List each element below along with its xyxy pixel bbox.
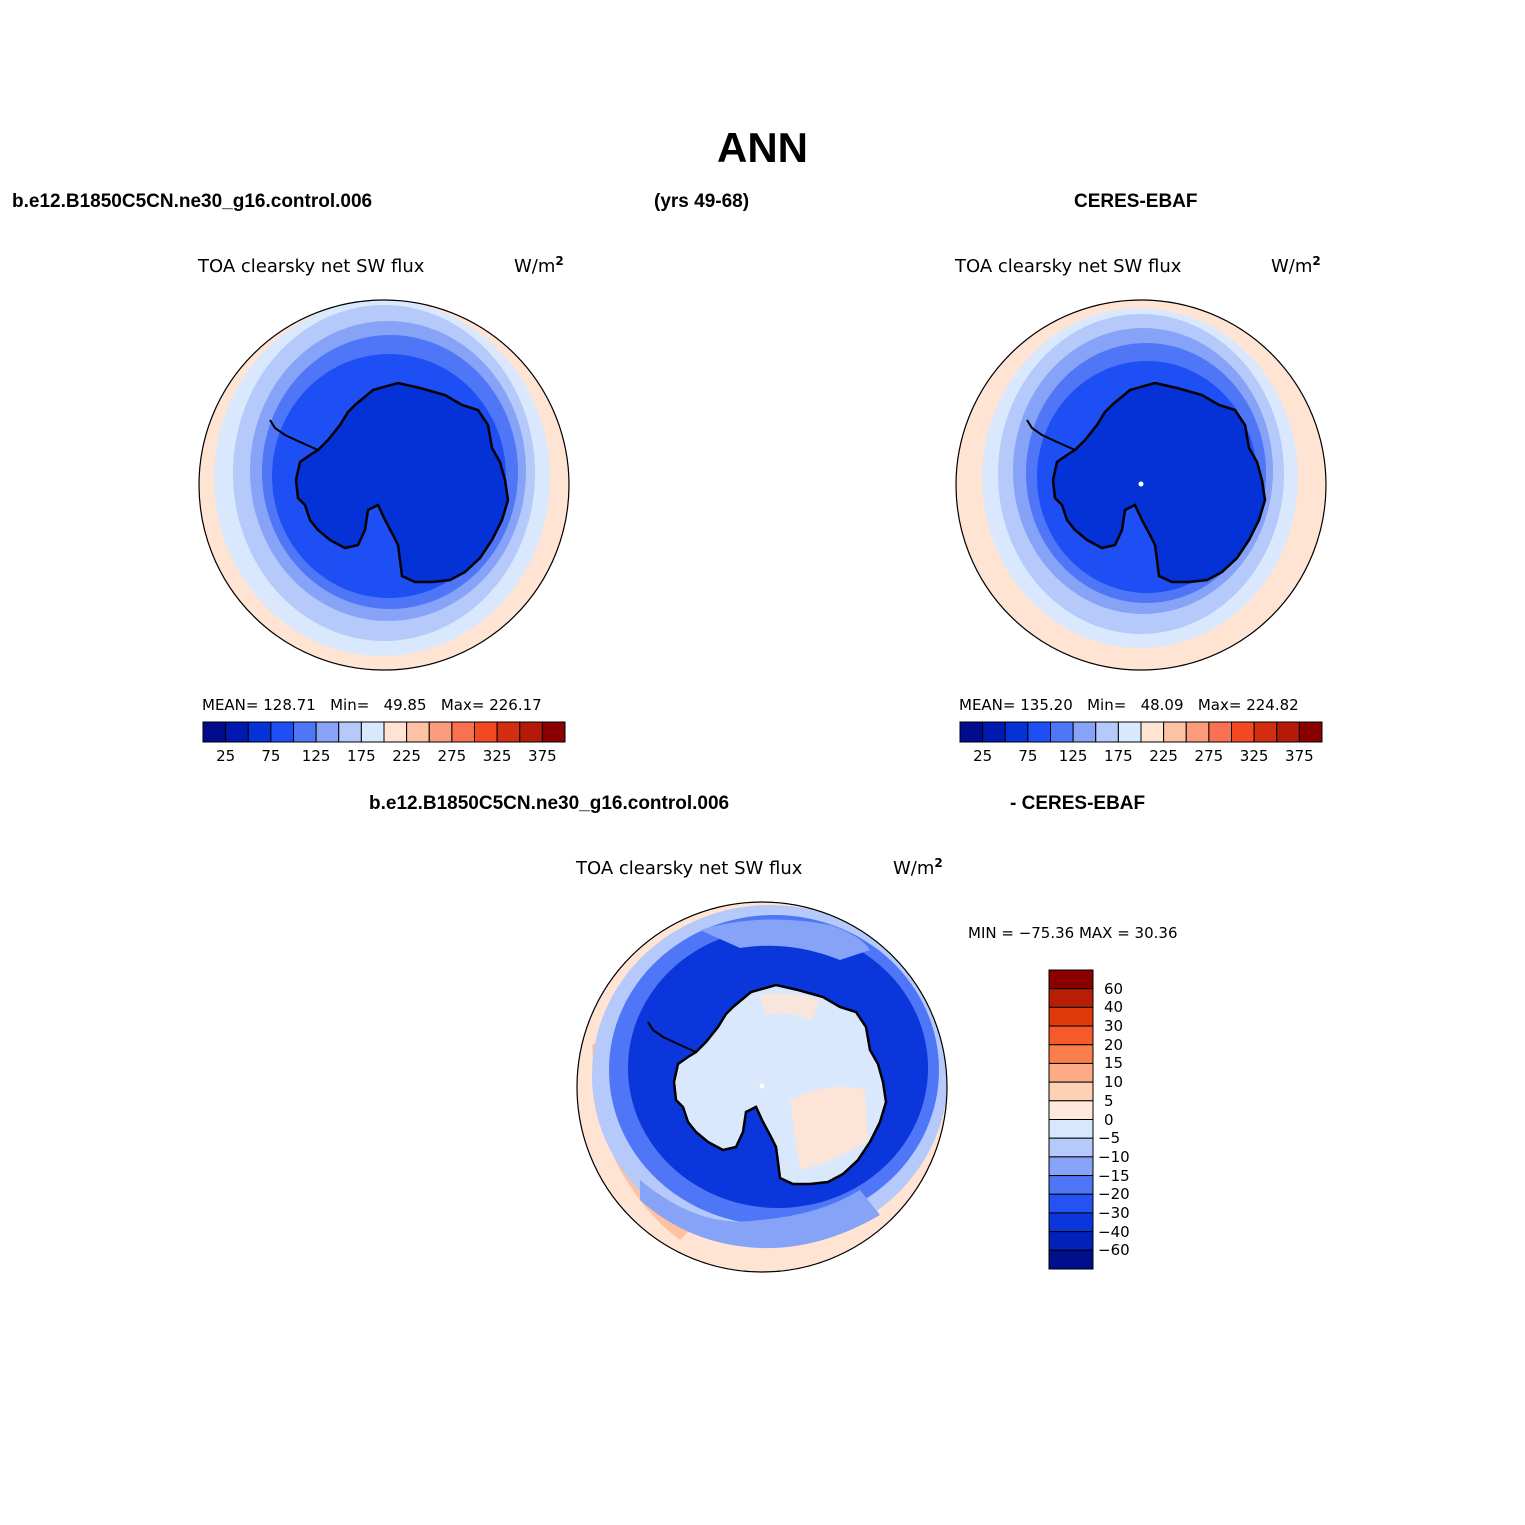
model-colorbar-tick-label: 75	[261, 747, 281, 765]
obs-colorbar-tick-label: 25	[973, 747, 993, 765]
main-title: ANN	[717, 124, 808, 171]
obs-colorbar-tick-label: 175	[1104, 747, 1133, 765]
obs-panel-title: TOA clearsky net SW flux	[955, 256, 1182, 277]
model-colorbar	[202, 721, 566, 743]
diff-colorbar-box	[1048, 1025, 1094, 1046]
obs-name-header: CERES-EBAF	[1074, 191, 1198, 212]
obs-colorbar-tick-label: 75	[1018, 747, 1038, 765]
diff-colorbar-box	[1048, 1193, 1094, 1214]
obs-colorbar-tick-label: 125	[1058, 747, 1088, 765]
diff-case-header: b.e12.B1850C5CN.ne30_g16.control.006	[369, 793, 730, 814]
obs-panel-units: W/m2	[1271, 254, 1321, 277]
case-name-header: b.e12.B1850C5CN.ne30_g16.control.006	[12, 191, 373, 212]
diff-colorbar-tick-label: 0	[1104, 1110, 1114, 1129]
model-colorbar-box	[541, 721, 566, 743]
diff-colorbar-box	[1048, 988, 1094, 1008]
diff-colorbar-box	[1048, 1100, 1094, 1120]
obs-colorbar-tick-label: 225	[1149, 747, 1178, 765]
diff-colorbar-tick-label: 15	[1104, 1054, 1124, 1073]
diff-colorbar-tick-label: −10	[1098, 1147, 1130, 1166]
antarctica-outline	[1051, 381, 1267, 584]
diff-colorbar-box	[1048, 1231, 1094, 1251]
diff-colorbar-box	[1048, 1119, 1094, 1139]
diff-colorbar-box	[1048, 1249, 1094, 1270]
diff-colorbar-box	[1048, 1156, 1094, 1177]
diff-colorbar-tick-label: −15	[1098, 1166, 1130, 1185]
diff-colorbar-tick-label: 40	[1104, 998, 1124, 1017]
obs-stats: MEAN= 135.20 Min= 48.09 Max= 224.82	[959, 696, 1299, 714]
model-colorbar-tick-label: 375	[528, 747, 557, 765]
diff-colorbar-box	[1048, 1175, 1094, 1195]
diff-colorbar-box	[1048, 1006, 1094, 1027]
model-colorbar-tick-label: 25	[216, 747, 236, 765]
antarctica-outline	[294, 381, 510, 584]
diff-colorbar-tick-label: −40	[1098, 1222, 1130, 1241]
model-colorbar-tick-label: 225	[392, 747, 421, 765]
diff-colorbar-tick-label: 60	[1104, 979, 1124, 998]
model-colorbar-tick-label: 175	[347, 747, 376, 765]
obs-colorbar	[959, 721, 1323, 743]
model-colorbar-tick-label: 275	[437, 747, 467, 765]
diff-colorbar-tick-label: −30	[1098, 1203, 1130, 1222]
diff-colorbar-box	[1048, 969, 1094, 990]
diff-colorbar-box	[1048, 1062, 1094, 1083]
model-panel-units: W/m2	[514, 254, 564, 277]
obs-colorbar-tick-label: 275	[1194, 747, 1224, 765]
diff-colorbar-box	[1048, 1212, 1094, 1233]
obs-colorbar-tick-label: 375	[1285, 747, 1314, 765]
diff-panel-title: TOA clearsky net SW flux	[576, 858, 803, 879]
years-header: (yrs 49-68)	[654, 191, 750, 212]
model-colorbar-tick-label: 125	[301, 747, 331, 765]
diff-colorbar-box	[1048, 1081, 1094, 1102]
diff-colorbar-tick-label: 5	[1104, 1091, 1114, 1110]
diff-colorbar-tick-label: 30	[1104, 1017, 1124, 1036]
diff-colorbar-tick-label: −20	[1098, 1185, 1130, 1204]
diff-panel-units: W/m2	[893, 856, 943, 879]
obs-colorbar-box	[1298, 721, 1323, 743]
model-colorbar-tick-label: 325	[482, 747, 512, 765]
diff-obs-header: - CERES-EBAF	[1010, 793, 1146, 814]
diff-colorbar-box	[1048, 1044, 1094, 1064]
diff-colorbar-tick-label: 20	[1104, 1035, 1124, 1054]
model-panel-title: TOA clearsky net SW flux	[198, 256, 425, 277]
diff-colorbar-tick-label: −5	[1098, 1129, 1121, 1148]
obs-colorbar-tick-label: 325	[1239, 747, 1269, 765]
diff-colorbar-tick-label: 10	[1104, 1073, 1124, 1092]
diff-colorbar-tick-label: −60	[1098, 1241, 1130, 1260]
diff-colorbar-box	[1048, 1137, 1094, 1158]
diff-minmax: MIN = −75.36 MAX = 30.36	[968, 924, 1178, 942]
diff-colorbar	[1048, 969, 1094, 1270]
model-stats: MEAN= 128.71 Min= 49.85 Max= 226.17	[202, 696, 542, 714]
